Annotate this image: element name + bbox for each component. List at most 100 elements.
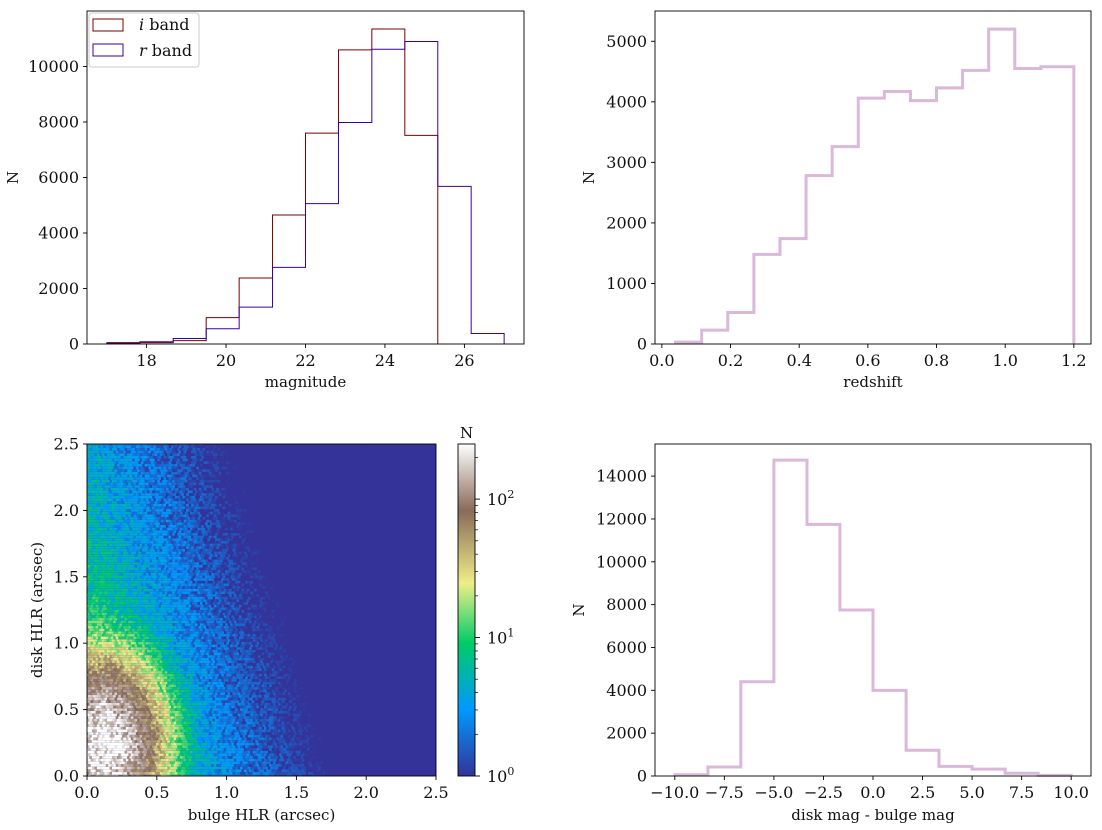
hexbin-cell bbox=[207, 681, 211, 685]
hexbin-cell bbox=[106, 740, 110, 743]
hexbin-cell bbox=[217, 724, 221, 727]
hexbin-cell bbox=[246, 716, 250, 719]
hexbin-cell bbox=[232, 761, 236, 765]
hexbin-cell bbox=[181, 689, 184, 693]
hexbin-cell bbox=[245, 617, 248, 621]
hexbin-cell bbox=[236, 753, 240, 757]
hexbin-cell bbox=[164, 766, 168, 770]
hexbin-cell bbox=[99, 756, 103, 759]
hexbin-cell bbox=[223, 700, 227, 703]
hexbin-cell bbox=[223, 705, 227, 709]
hexbin-cell bbox=[194, 660, 198, 664]
hexbin-cell bbox=[127, 628, 130, 632]
hexbin-cell bbox=[289, 673, 292, 677]
hexbin-cell bbox=[179, 687, 183, 690]
hexbin-cell bbox=[106, 761, 110, 765]
hexbin-cell bbox=[232, 734, 236, 738]
hexbin-cell bbox=[196, 726, 199, 730]
hexbin-cell bbox=[209, 697, 213, 701]
hexbin-cell bbox=[305, 740, 309, 743]
hexbin-cell bbox=[130, 679, 134, 682]
hexbin-cell bbox=[149, 649, 153, 653]
hexbin-cell bbox=[183, 652, 187, 656]
hexbin-cell bbox=[145, 710, 149, 714]
hexbin-cell bbox=[119, 649, 123, 653]
hexbin-cell bbox=[162, 729, 166, 733]
hexbin-cell bbox=[119, 729, 123, 733]
hexbin-cell bbox=[275, 687, 279, 690]
hexbin-cell bbox=[139, 617, 143, 621]
hexbin-cell bbox=[162, 628, 166, 632]
hexbin-cell bbox=[274, 641, 277, 645]
hexbin-cell bbox=[253, 737, 257, 741]
hexbin-cell bbox=[235, 660, 238, 664]
hexbin-cell bbox=[238, 700, 242, 703]
hexbin-cell bbox=[222, 750, 226, 754]
hexbin-cell bbox=[192, 644, 196, 648]
hexbin-cell bbox=[98, 726, 101, 730]
hexbin-cell bbox=[94, 740, 98, 743]
hexbin-cell bbox=[192, 639, 196, 642]
hexbin-cell bbox=[251, 625, 255, 629]
hexbin-cell bbox=[135, 737, 139, 741]
hexbin-cell bbox=[279, 748, 282, 751]
hexbin-cell bbox=[134, 761, 138, 765]
hexbin-cell bbox=[197, 671, 201, 674]
hexbin-cell bbox=[105, 748, 109, 751]
hexbin-cell bbox=[127, 734, 130, 738]
hexbin-cell bbox=[223, 652, 227, 656]
hexbin-cell bbox=[294, 753, 297, 757]
hexbin-cell bbox=[193, 641, 197, 645]
hexbin-cell bbox=[197, 623, 201, 626]
hexbin-cell bbox=[120, 625, 124, 629]
hexbin-cell bbox=[111, 617, 115, 621]
hexbin-cell bbox=[162, 660, 166, 664]
hexbin-cell bbox=[137, 633, 140, 637]
hexbin-cell bbox=[191, 705, 194, 709]
hexbin-cell bbox=[215, 655, 218, 658]
hexbin-cell bbox=[186, 673, 189, 677]
hexbin-cell bbox=[266, 631, 270, 634]
hexbin-cell bbox=[123, 647, 127, 650]
hexbin-cell bbox=[93, 631, 96, 634]
hexbin-cell bbox=[120, 679, 124, 682]
hexbin-cell bbox=[167, 756, 171, 759]
hexbin-cell bbox=[286, 748, 290, 751]
hexbin-cell bbox=[109, 692, 113, 695]
hexbin-cell bbox=[153, 631, 157, 634]
hexbin-cell bbox=[118, 758, 122, 762]
hexbin-cell bbox=[96, 639, 100, 642]
hexbin-cell bbox=[216, 679, 220, 682]
hexbin-cell bbox=[157, 718, 161, 722]
hexbin-cell bbox=[237, 745, 241, 749]
hexbin-cell bbox=[96, 692, 100, 695]
hexbin-cell bbox=[218, 737, 222, 741]
hexbin-cell bbox=[145, 615, 149, 618]
hexbin-cell bbox=[173, 689, 177, 693]
hexbin-cell bbox=[245, 671, 248, 674]
hexbin-cell bbox=[168, 764, 172, 767]
hexbin-cell bbox=[173, 748, 177, 751]
hexbin-cell bbox=[87, 708, 90, 711]
hexbin-cell bbox=[187, 724, 191, 727]
hexbin-cell bbox=[115, 631, 119, 634]
hexbin-cell bbox=[270, 750, 274, 754]
hexbin-cell bbox=[137, 649, 140, 653]
hexbin-cell bbox=[243, 679, 247, 682]
hexbin-cell bbox=[157, 665, 161, 669]
hexbin-cell bbox=[277, 756, 281, 759]
hexbin-cell bbox=[187, 671, 191, 674]
hexbin-cell bbox=[276, 769, 280, 772]
hexbin-cell bbox=[106, 766, 110, 770]
hexbin-cell bbox=[174, 750, 178, 754]
hexbin-cell bbox=[236, 748, 240, 751]
hexbin-cell bbox=[269, 742, 272, 746]
hexbin-cell bbox=[169, 761, 173, 765]
hexbin-cell bbox=[127, 612, 130, 616]
hexbin-cell bbox=[230, 639, 233, 642]
hexbin-cell bbox=[199, 734, 203, 738]
hexbin-cell bbox=[296, 769, 300, 772]
hexbin-cell bbox=[157, 623, 161, 626]
hexbin-cell bbox=[99, 617, 103, 621]
hexbin-cell bbox=[277, 745, 281, 749]
